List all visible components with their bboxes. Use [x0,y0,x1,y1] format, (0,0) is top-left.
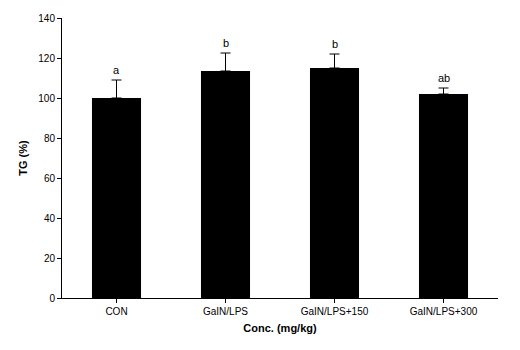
svg-text:b: b [223,37,229,49]
svg-text:CON: CON [105,306,127,317]
svg-text:40: 40 [44,213,56,224]
svg-text:140: 140 [38,13,55,24]
svg-text:GaIN/LPS+300: GaIN/LPS+300 [410,306,478,317]
svg-text:80: 80 [44,133,56,144]
svg-text:100: 100 [38,93,55,104]
svg-text:TG (%): TG (%) [17,140,29,176]
svg-text:20: 20 [44,253,56,264]
svg-text:120: 120 [38,53,55,64]
svg-text:Conc. (mg/kg): Conc. (mg/kg) [243,322,317,334]
svg-text:ab: ab [438,72,450,84]
svg-text:GaIN/LPS: GaIN/LPS [203,306,248,317]
svg-text:60: 60 [44,173,56,184]
svg-text:GaIN/LPS+150: GaIN/LPS+150 [301,306,369,317]
svg-text:a: a [113,64,120,76]
svg-text:0: 0 [49,293,55,304]
svg-text:b: b [332,38,338,50]
